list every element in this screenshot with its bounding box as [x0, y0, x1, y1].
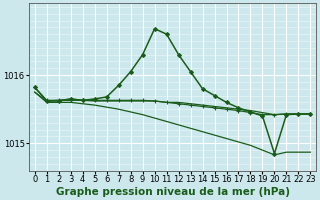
X-axis label: Graphe pression niveau de la mer (hPa): Graphe pression niveau de la mer (hPa)	[56, 187, 290, 197]
